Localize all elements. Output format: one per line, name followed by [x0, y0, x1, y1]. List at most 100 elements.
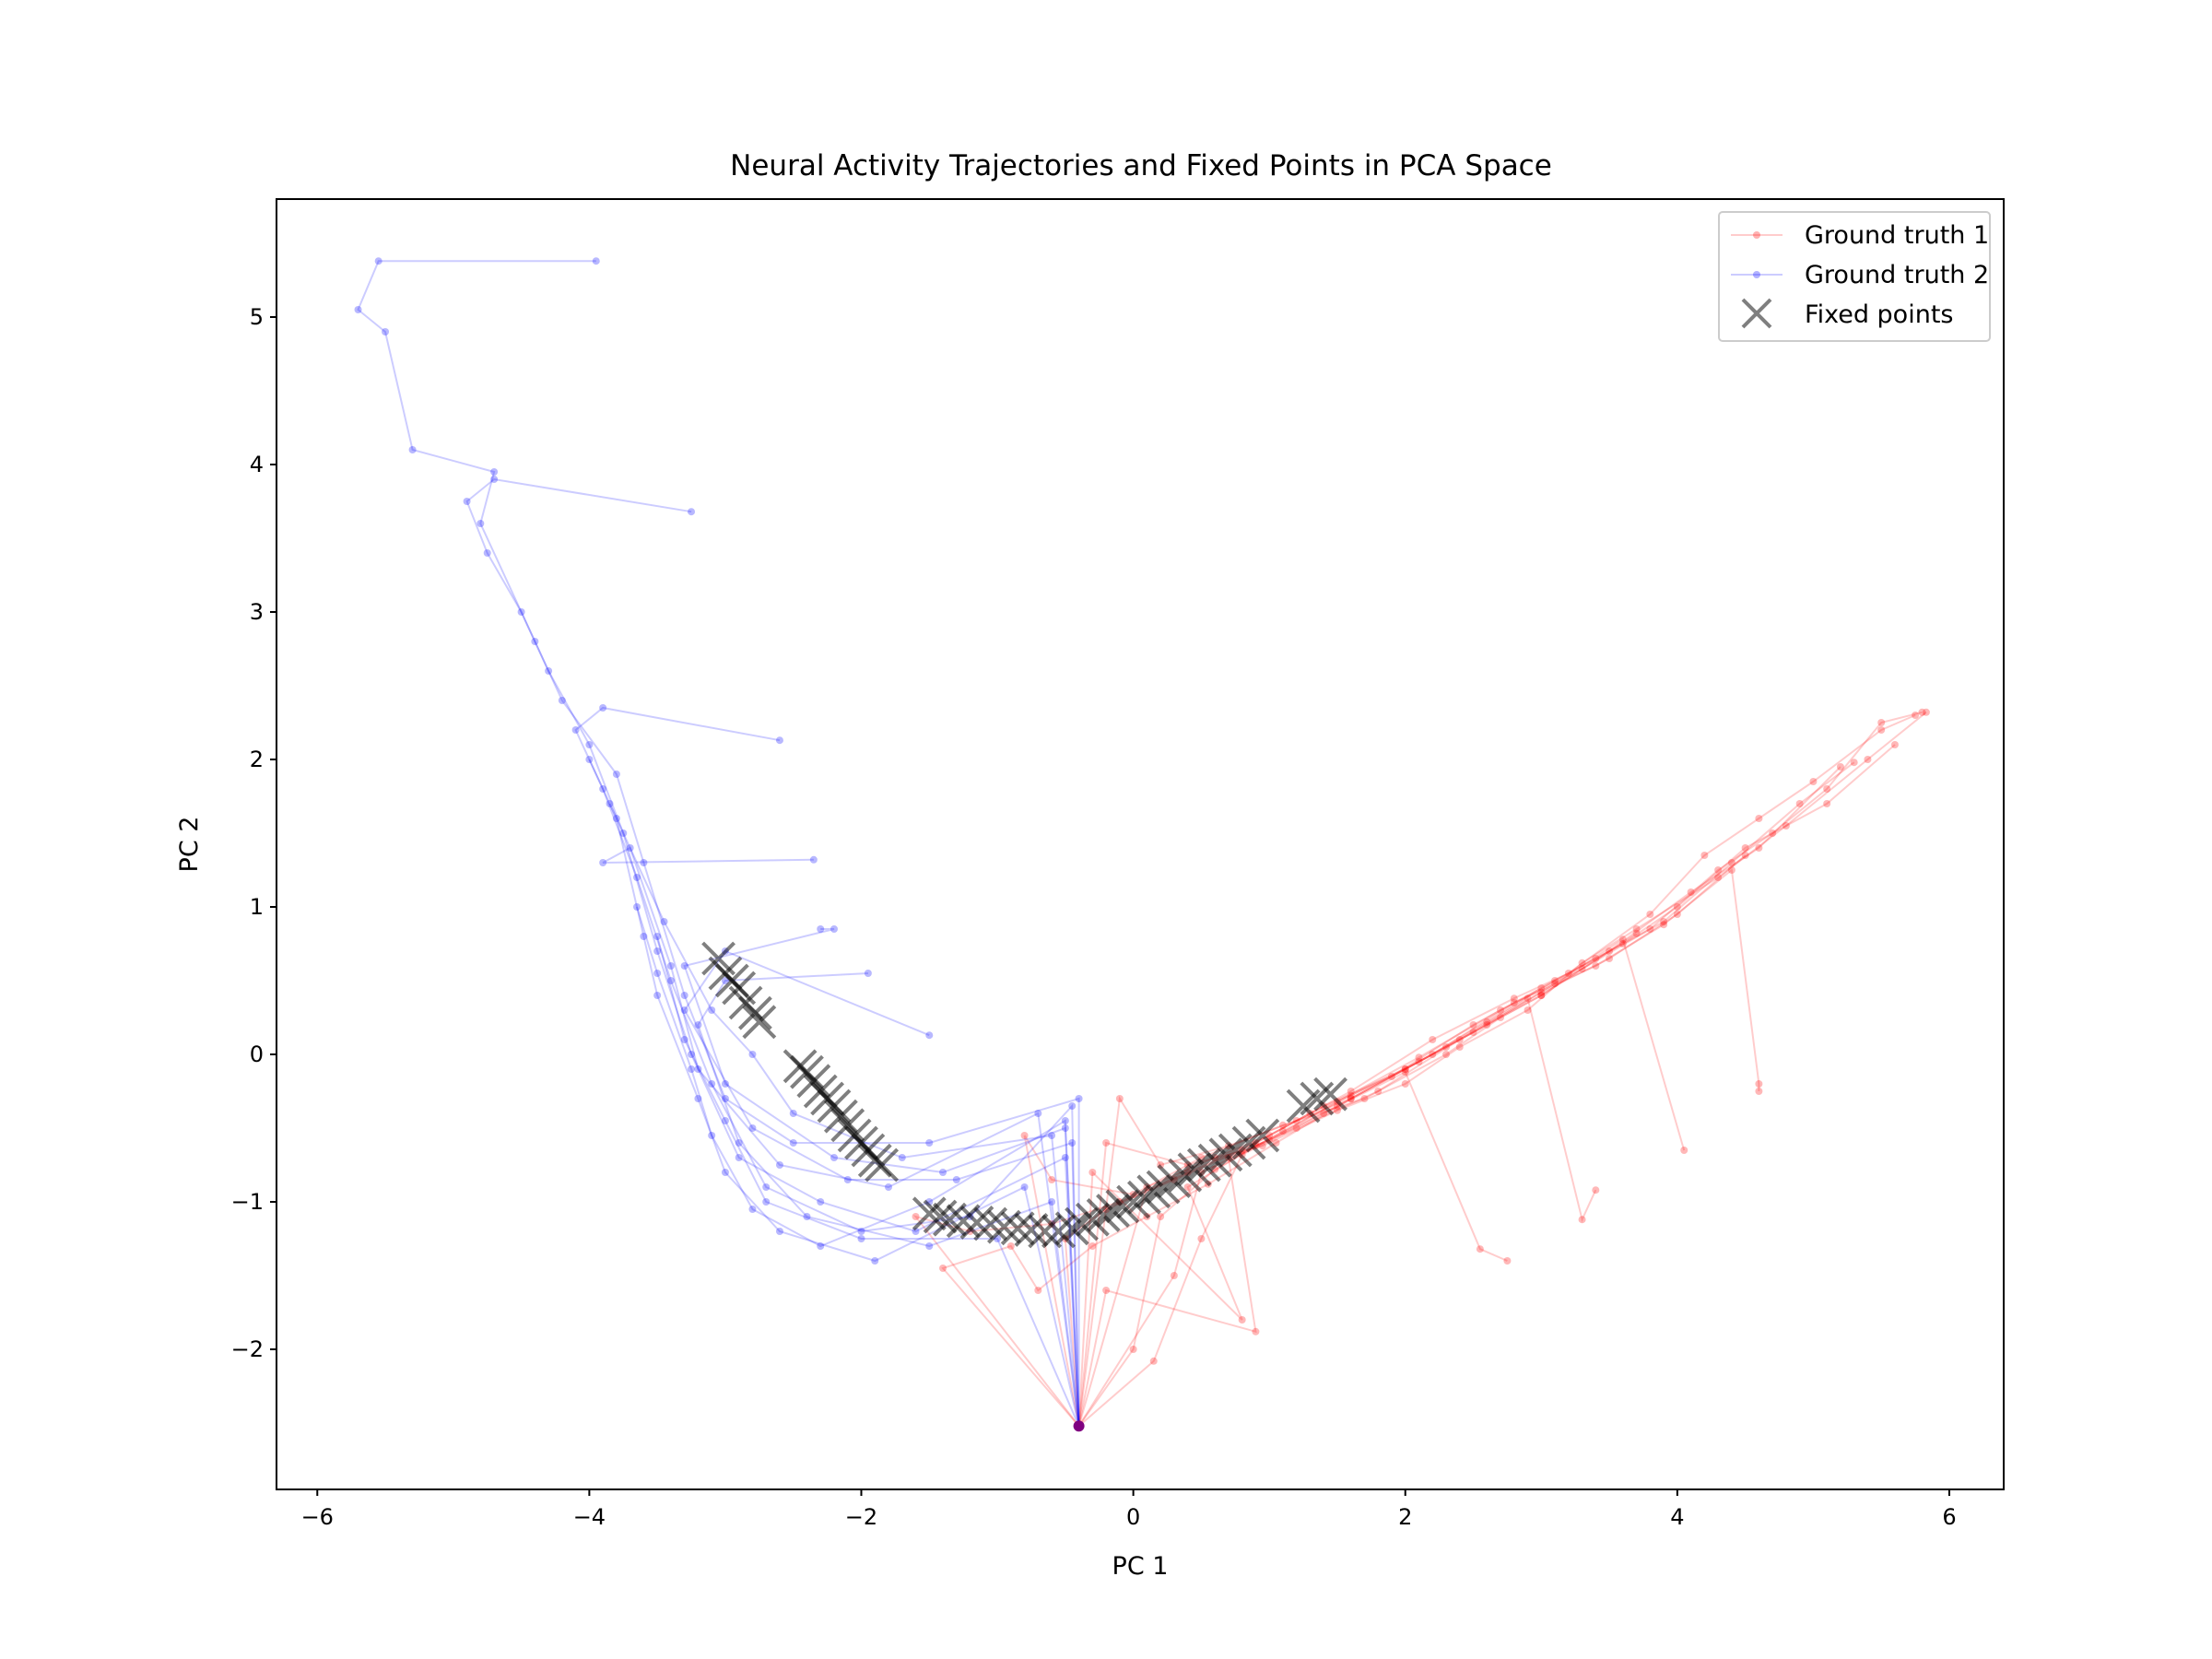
- ground-truth-1-point: [1149, 1357, 1158, 1365]
- ground-truth-2-point: [748, 1051, 757, 1058]
- ground-truth-2-point: [463, 498, 471, 505]
- ground-truth-2-point: [939, 1169, 947, 1176]
- x-axis-label: PC 1: [1112, 1552, 1169, 1581]
- ground-truth-1-point: [1537, 992, 1546, 999]
- ground-truth-1-point: [1483, 1018, 1491, 1026]
- ground-truth-2-point: [762, 1198, 771, 1206]
- y-tick-label: 0: [250, 1041, 264, 1067]
- ground-truth-1-point: [1387, 1073, 1395, 1080]
- fixed-point-marker: [1197, 1143, 1232, 1178]
- fixed-point-marker: [1208, 1137, 1243, 1172]
- ground-truth-1-point: [1618, 935, 1627, 944]
- ground-truth-2-point: [382, 328, 390, 335]
- ground-truth-1-point: [1524, 994, 1532, 1003]
- fixed-point-marker: [1245, 1118, 1280, 1153]
- ground-truth-1-point: [1429, 1051, 1437, 1058]
- ground-truth-2-point: [694, 1065, 702, 1073]
- ground-truth-1-point: [1755, 1088, 1763, 1095]
- ground-truth-1-point: [1618, 940, 1627, 947]
- ground-truth-1-point: [1034, 1287, 1042, 1294]
- ground-truth-2-point: [830, 925, 838, 933]
- ground-truth-2-point: [585, 756, 594, 763]
- fixed-point-marker: [1186, 1147, 1221, 1182]
- ground-truth-1-point: [1551, 977, 1559, 984]
- ground-truth-1-point: [1455, 1043, 1464, 1051]
- y-axis: −2 −1 0 1 2 3 4 5: [231, 304, 276, 1362]
- chart-title: Neural Activity Trajectories and Fixed P…: [730, 149, 1552, 182]
- fixed-point-marker: [973, 1206, 1008, 1241]
- ground-truth-1-point: [1347, 1095, 1355, 1102]
- y-tick-label: 3: [250, 599, 264, 625]
- ground-truth-1-point: [1374, 1088, 1382, 1095]
- ground-truth-2-point: [688, 508, 696, 516]
- fixed-point-marker: [1136, 1174, 1171, 1209]
- ground-truth-2-point: [1034, 1110, 1042, 1117]
- ground-truth-1-point: [1755, 844, 1763, 852]
- ground-truth-1-trajectory: [1077, 868, 1760, 1427]
- ground-truth-2-point: [830, 1154, 838, 1161]
- ground-truth-2-point: [809, 855, 818, 864]
- ground-truth-1-point: [1510, 999, 1518, 1006]
- ground-truth-1-point: [912, 1213, 920, 1220]
- fixed-point-marker: [1168, 1158, 1203, 1193]
- ground-truth-2-trajectory: [636, 906, 1080, 1427]
- ground-truth-1-trajectory: [1077, 937, 1686, 1427]
- ground-truth-2-point: [817, 1242, 825, 1250]
- legend-marker-red: [1753, 231, 1760, 239]
- ground-truth-1-point: [1129, 1346, 1137, 1353]
- x-tick-label: −6: [301, 1504, 334, 1530]
- ground-truth-1-point: [1795, 800, 1804, 807]
- ground-truth-1-point: [1918, 708, 1926, 716]
- ground-truth-1-point: [1455, 1036, 1464, 1043]
- ground-truth-2-point: [1061, 1124, 1069, 1132]
- fixed-point-marker: [959, 1205, 994, 1240]
- ground-truth-1-point: [1497, 1014, 1505, 1021]
- ground-truth-1-point: [1292, 1124, 1300, 1132]
- ground-truth-2-point: [762, 1183, 771, 1191]
- origin-point: [1073, 1420, 1085, 1432]
- ground-truth-2-point: [626, 844, 634, 852]
- legend-marker-blue: [1753, 271, 1760, 278]
- ground-truth-1-point: [1401, 1065, 1409, 1073]
- ground-truth-2-point: [925, 1139, 934, 1147]
- ground-truth-2-point: [640, 933, 648, 940]
- ground-truth-1-point: [1537, 988, 1546, 996]
- x-tick-label: −4: [573, 1504, 606, 1530]
- ground-truth-1-point: [1578, 1216, 1586, 1224]
- ground-truth-1-point: [1265, 1132, 1274, 1139]
- ground-truth-2-point: [354, 306, 362, 313]
- fixed-point-marker: [742, 1005, 777, 1040]
- ground-truth-2-point: [735, 1139, 743, 1147]
- ground-truth-2-point: [925, 1031, 934, 1040]
- ground-truth-1-point: [1088, 1169, 1097, 1176]
- y-axis-label: PC 2: [175, 817, 204, 873]
- ground-truth-2-point: [517, 608, 525, 616]
- fixed-point-marker: [830, 1108, 865, 1143]
- ground-truth-2-point: [612, 815, 620, 822]
- fixed-point-marker: [946, 1204, 981, 1239]
- ground-truth-1-trajectory: [1023, 766, 1841, 1427]
- y-tick-label: 2: [250, 747, 264, 772]
- ground-truth-2-point: [735, 1154, 743, 1161]
- ground-truth-1-point: [1115, 1095, 1124, 1102]
- ground-truth-1-point: [1497, 1006, 1505, 1014]
- ground-truth-1-point: [1415, 1058, 1423, 1065]
- ground-truth-1-point: [1401, 1080, 1409, 1088]
- ground-truth-1-point: [1347, 1091, 1355, 1100]
- ground-truth-1-point: [1836, 763, 1844, 771]
- ground-truth-1-point: [1258, 1142, 1266, 1150]
- ground-truth-1-point: [1551, 980, 1559, 988]
- ground-truth-2-point: [680, 1036, 688, 1043]
- ground-truth-1-point: [1429, 1036, 1437, 1043]
- ground-truth-1-point: [1592, 1186, 1600, 1194]
- ground-truth-1-point: [1442, 1043, 1451, 1051]
- ground-truth-2-point: [775, 1161, 783, 1169]
- ground-truth-1-point: [1476, 1245, 1484, 1253]
- x-tick-label: −2: [845, 1504, 877, 1530]
- ground-truth-1-point: [1823, 800, 1831, 807]
- ground-truth-2-point: [885, 1183, 893, 1191]
- ground-truth-1-point: [1006, 1242, 1015, 1250]
- ground-truth-1-point: [1238, 1316, 1246, 1324]
- fixed-point-marker: [987, 1209, 1021, 1244]
- ground-truth-2-point: [803, 1213, 811, 1220]
